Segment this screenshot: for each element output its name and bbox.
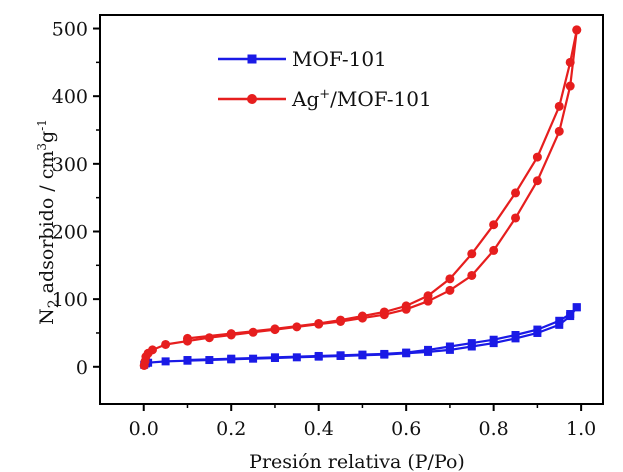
data-point-ag-mof101 xyxy=(511,213,521,223)
y-tick-label: 300 xyxy=(52,154,88,176)
data-point-mof101 xyxy=(555,316,564,325)
data-point-mof101 xyxy=(555,320,564,329)
x-tick-label: 0.4 xyxy=(304,418,334,440)
y-axis-title: N2 adsorbido / cm3g-1 xyxy=(35,119,62,325)
data-point-ag-mof101 xyxy=(467,270,477,280)
data-point-mof101 xyxy=(402,348,411,357)
data-point-ag-mof101 xyxy=(532,152,542,162)
y-tick-label: 400 xyxy=(52,86,88,108)
data-point-ag-mof101 xyxy=(379,307,389,317)
y-axis: 0 100 200 300 400 500 xyxy=(52,19,100,379)
data-point-ag-mof101 xyxy=(314,318,324,328)
legend-label-ag-mof101: Ag+/MOF-101 xyxy=(291,87,432,111)
x-axis: 0.0 0.2 0.4 0.6 0.8 1.0 xyxy=(129,404,596,440)
x-tick-label: 0.2 xyxy=(216,418,246,440)
data-point-mof101 xyxy=(227,354,236,363)
data-point-mof101 xyxy=(566,310,575,319)
legend-marker-mof101 xyxy=(247,54,257,64)
plot-frame xyxy=(99,14,604,405)
plot-area xyxy=(139,25,582,370)
legend-marker-ag-mof101 xyxy=(247,94,257,104)
data-point-mof101 xyxy=(314,351,323,360)
data-point-mof101 xyxy=(533,325,542,334)
x-axis-title: Presión relativa (P/Po) xyxy=(249,451,465,472)
data-point-ag-mof101 xyxy=(445,285,455,295)
data-point-ag-mof101 xyxy=(489,220,499,230)
x-tick-label: 0.0 xyxy=(129,418,159,440)
data-point-ag-mof101 xyxy=(565,57,575,67)
data-point-mof101 xyxy=(358,350,367,359)
data-point-ag-mof101 xyxy=(161,339,171,349)
data-point-mof101 xyxy=(572,303,581,312)
x-tick-label: 0.6 xyxy=(391,418,421,440)
data-point-mof101 xyxy=(467,339,476,348)
data-point-mof101 xyxy=(270,353,279,362)
data-point-mof101 xyxy=(161,357,170,366)
data-point-ag-mof101 xyxy=(467,249,477,259)
x-tick-label: 0.8 xyxy=(479,418,509,440)
y-tick-label: 0 xyxy=(76,357,88,379)
data-point-ag-mof101 xyxy=(423,291,433,301)
data-point-ag-mof101 xyxy=(182,333,192,343)
data-point-ag-mof101 xyxy=(226,329,236,339)
data-point-mof101 xyxy=(445,342,454,351)
data-point-ag-mof101 xyxy=(565,81,575,91)
data-point-mof101 xyxy=(489,335,498,344)
series-line-ag-mof101-desorption xyxy=(187,29,578,340)
data-point-ag-mof101 xyxy=(532,176,542,186)
data-point-mof101 xyxy=(336,351,345,360)
data-point-mof101 xyxy=(511,330,520,339)
legend-label-mof101: MOF-101 xyxy=(292,47,387,71)
data-point-ag-mof101 xyxy=(511,188,521,198)
y-tick-label: 200 xyxy=(52,221,88,243)
data-point-ag-mof101 xyxy=(270,324,280,334)
data-point-ag-mof101 xyxy=(147,345,157,355)
data-point-ag-mof101 xyxy=(445,274,455,284)
data-point-ag-mof101 xyxy=(554,101,564,111)
data-point-ag-mof101 xyxy=(554,126,564,136)
x-tick-label: 1.0 xyxy=(566,418,596,440)
data-point-mof101 xyxy=(424,345,433,354)
data-point-ag-mof101 xyxy=(357,311,367,321)
y-tick-label: 100 xyxy=(52,289,88,311)
data-point-ag-mof101 xyxy=(572,25,582,35)
y-tick-label: 500 xyxy=(52,19,88,41)
data-point-ag-mof101 xyxy=(489,245,499,255)
data-point-mof101 xyxy=(380,349,389,358)
data-point-mof101 xyxy=(183,356,192,365)
legend: MOF-101 Ag+/MOF-101 xyxy=(218,47,432,111)
data-point-ag-mof101 xyxy=(401,301,411,311)
data-point-ag-mof101 xyxy=(336,315,346,325)
